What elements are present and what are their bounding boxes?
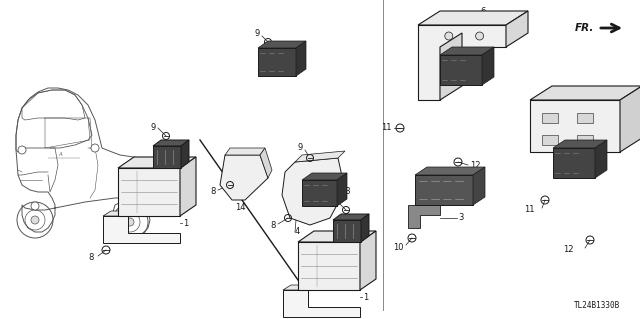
- Polygon shape: [553, 148, 595, 178]
- Polygon shape: [620, 86, 640, 152]
- Polygon shape: [333, 220, 361, 242]
- Polygon shape: [225, 148, 265, 155]
- Circle shape: [126, 202, 134, 210]
- Polygon shape: [153, 146, 181, 168]
- Polygon shape: [282, 158, 345, 225]
- Polygon shape: [418, 25, 506, 100]
- Text: 9: 9: [298, 143, 303, 152]
- Text: 8: 8: [271, 220, 276, 229]
- Text: 10: 10: [394, 242, 404, 251]
- Text: 5: 5: [366, 242, 371, 251]
- Polygon shape: [333, 214, 369, 220]
- Polygon shape: [302, 180, 337, 206]
- Polygon shape: [258, 41, 306, 48]
- Text: 12: 12: [470, 161, 481, 170]
- Text: 8: 8: [88, 253, 94, 262]
- Polygon shape: [361, 214, 369, 242]
- Polygon shape: [415, 167, 485, 175]
- Polygon shape: [302, 173, 347, 180]
- Polygon shape: [360, 231, 376, 290]
- Polygon shape: [506, 11, 528, 47]
- Text: 5: 5: [186, 168, 191, 177]
- Circle shape: [18, 146, 26, 154]
- Text: FR.: FR.: [575, 23, 594, 33]
- Polygon shape: [181, 140, 189, 168]
- Text: 4: 4: [596, 155, 601, 165]
- Circle shape: [91, 144, 99, 152]
- Text: 11: 11: [381, 123, 392, 132]
- Text: 4: 4: [298, 58, 303, 68]
- Circle shape: [476, 32, 484, 40]
- Polygon shape: [103, 216, 180, 243]
- Text: 11: 11: [525, 205, 535, 214]
- Polygon shape: [180, 157, 196, 216]
- Polygon shape: [418, 11, 528, 25]
- Polygon shape: [298, 231, 376, 242]
- Bar: [542, 135, 558, 145]
- Text: 3: 3: [458, 213, 463, 222]
- Polygon shape: [283, 285, 316, 290]
- Polygon shape: [482, 47, 494, 85]
- Text: 8: 8: [211, 187, 216, 196]
- Polygon shape: [337, 173, 347, 206]
- Text: 12: 12: [563, 246, 574, 255]
- Text: 9: 9: [151, 122, 156, 131]
- Polygon shape: [260, 148, 272, 178]
- Circle shape: [445, 32, 453, 40]
- Polygon shape: [595, 140, 607, 178]
- Text: 6: 6: [480, 8, 485, 17]
- Polygon shape: [153, 140, 189, 146]
- Text: 1: 1: [183, 219, 188, 227]
- Text: 13: 13: [340, 188, 351, 197]
- Polygon shape: [258, 48, 296, 76]
- Polygon shape: [296, 41, 306, 76]
- Polygon shape: [220, 155, 268, 200]
- Text: 14: 14: [235, 203, 245, 211]
- Polygon shape: [118, 157, 196, 168]
- Circle shape: [31, 216, 39, 224]
- Polygon shape: [298, 242, 360, 290]
- Polygon shape: [283, 290, 360, 317]
- Polygon shape: [440, 55, 482, 85]
- Text: 4: 4: [295, 227, 300, 236]
- Bar: [542, 113, 558, 123]
- Polygon shape: [530, 100, 620, 152]
- Polygon shape: [530, 86, 640, 100]
- Bar: [577, 135, 593, 145]
- Polygon shape: [440, 47, 494, 55]
- Bar: [577, 113, 593, 123]
- Polygon shape: [415, 175, 473, 205]
- Text: 9: 9: [331, 197, 336, 205]
- Text: 4: 4: [486, 56, 492, 64]
- Text: TL24B1330B: TL24B1330B: [573, 301, 620, 310]
- Polygon shape: [440, 33, 462, 100]
- Circle shape: [126, 218, 134, 226]
- Text: 7: 7: [548, 87, 554, 97]
- Text: A: A: [58, 152, 62, 158]
- Polygon shape: [473, 167, 485, 205]
- Polygon shape: [118, 168, 180, 216]
- Polygon shape: [553, 140, 607, 148]
- Polygon shape: [408, 205, 440, 228]
- Text: 1: 1: [363, 293, 368, 301]
- Text: 9: 9: [255, 29, 260, 39]
- Polygon shape: [295, 151, 345, 162]
- Polygon shape: [103, 211, 136, 216]
- Circle shape: [31, 202, 39, 210]
- Text: 2: 2: [476, 174, 481, 182]
